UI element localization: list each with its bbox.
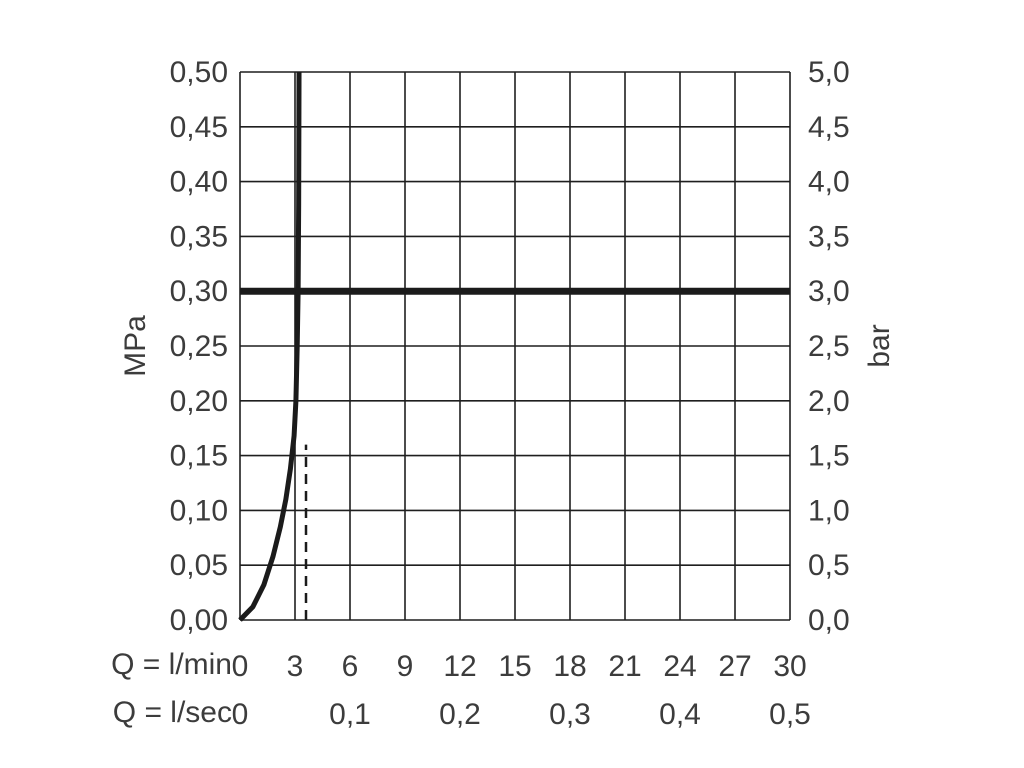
x-tick-label-lmin: 9 (397, 650, 414, 683)
x-tick-label-lmin: 27 (718, 650, 751, 683)
series-flow-curve (238, 71, 302, 622)
x-tick-label-lmin: 30 (773, 650, 806, 683)
x-tick-label-lmin: 6 (342, 650, 359, 683)
y-tick-label-mpa: 0,05 (170, 549, 228, 582)
y-tick-label-bar: 3,5 (808, 220, 850, 253)
x-tick-label-lmin: 0 (232, 650, 249, 683)
x-tick-label-lsec: 0,4 (659, 698, 701, 731)
y-tick-label-mpa: 0,15 (170, 440, 228, 473)
y-tick-label-mpa: 0,50 (170, 56, 228, 89)
y-tick-label-bar: 1,0 (808, 494, 850, 527)
x-tick-label-lmin: 3 (287, 650, 304, 683)
x-tick-label-lsec: 0,1 (329, 698, 371, 731)
y-tick-label-mpa: 0,30 (170, 275, 228, 308)
y-tick-label-bar: 2,0 (808, 385, 850, 418)
x-tick-label-lmin: 12 (443, 650, 476, 683)
y-tick-label-mpa: 0,00 (170, 604, 228, 637)
y-tick-label-bar: 5,0 (808, 56, 850, 89)
x-tick-label-lsec: 0,2 (439, 698, 481, 731)
y-tick-label-bar: 0,0 (808, 604, 850, 637)
y-tick-label-bar: 4,0 (808, 166, 850, 199)
x-axis-title-lsec: Q = l/sec (112, 696, 232, 729)
y-tick-label-mpa: 0,45 (170, 111, 228, 144)
y-axis-title-mpa: MPa (119, 315, 152, 377)
x-tick-label-lsec: 0,3 (549, 698, 591, 731)
y-tick-label-bar: 2,5 (808, 330, 850, 363)
y-tick-label-bar: 0,5 (808, 549, 850, 582)
y-tick-label-mpa: 0,20 (170, 385, 228, 418)
x-tick-label-lsec: 0,5 (769, 698, 811, 731)
x-tick-label-lmin: 18 (553, 650, 586, 683)
y-tick-label-bar: 3,0 (808, 275, 850, 308)
y-tick-label-mpa: 0,25 (170, 330, 228, 363)
x-tick-label-lmin: 21 (608, 650, 641, 683)
y-axis-title-bar: bar (863, 324, 896, 368)
x-tick-label-lmin: 15 (498, 650, 531, 683)
y-tick-label-mpa: 0,10 (170, 494, 228, 527)
y-tick-label-bar: 1,5 (808, 440, 850, 473)
x-axis-title-lmin: Q = l/min (111, 648, 232, 681)
x-tick-label-lmin: 24 (663, 650, 696, 683)
y-tick-label-mpa: 0,35 (170, 220, 228, 253)
y-tick-label-bar: 4,5 (808, 111, 850, 144)
x-tick-label-lsec: 0 (232, 698, 249, 731)
y-tick-label-mpa: 0,40 (170, 166, 228, 199)
